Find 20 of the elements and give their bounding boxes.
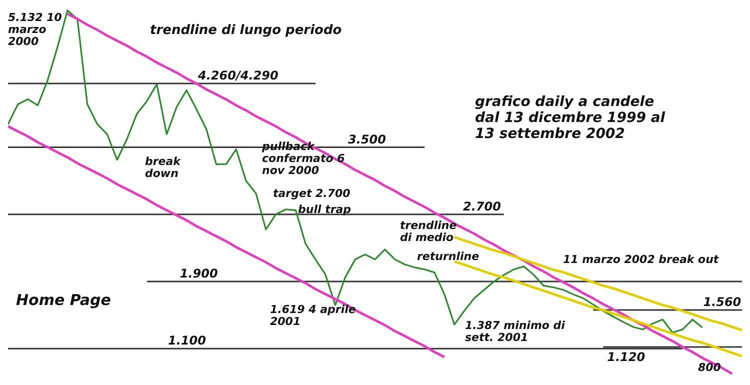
annotation: 11 marzo 2002 break out [563, 253, 720, 266]
annotation: 1.619 4 aprile 2001 [270, 303, 357, 328]
annotation: bull trap [298, 203, 352, 216]
ref-line-label: 3.500 [348, 132, 386, 146]
annotation: Home Page [16, 291, 112, 309]
ref-line-label: 4.260/4.290 [197, 68, 278, 83]
annotation: 1.387 minimo di sett. 2001 [465, 319, 566, 344]
annotation: target 2.700 [273, 187, 352, 200]
ref-line-label: 1.120 [607, 350, 646, 364]
annotation: trendline di medio [400, 219, 458, 244]
ref-line-label: 1.560 [703, 295, 742, 310]
ref-line-label: 2.700 [463, 199, 501, 214]
text: grafico daily a candele dal 13 dicembre 1999 al 13 settembre 2002 [475, 94, 666, 142]
annotation: 800 [698, 361, 722, 374]
annotation: break down [145, 155, 182, 180]
annotation: trendline di lungo periodo [150, 23, 343, 38]
ref-line-label: 1.900 [180, 266, 218, 281]
annotation: returnline [417, 250, 480, 264]
ref-line-label: 1.100 [168, 334, 206, 348]
annotation: 5.132 10 marzo 2000 [8, 11, 63, 48]
